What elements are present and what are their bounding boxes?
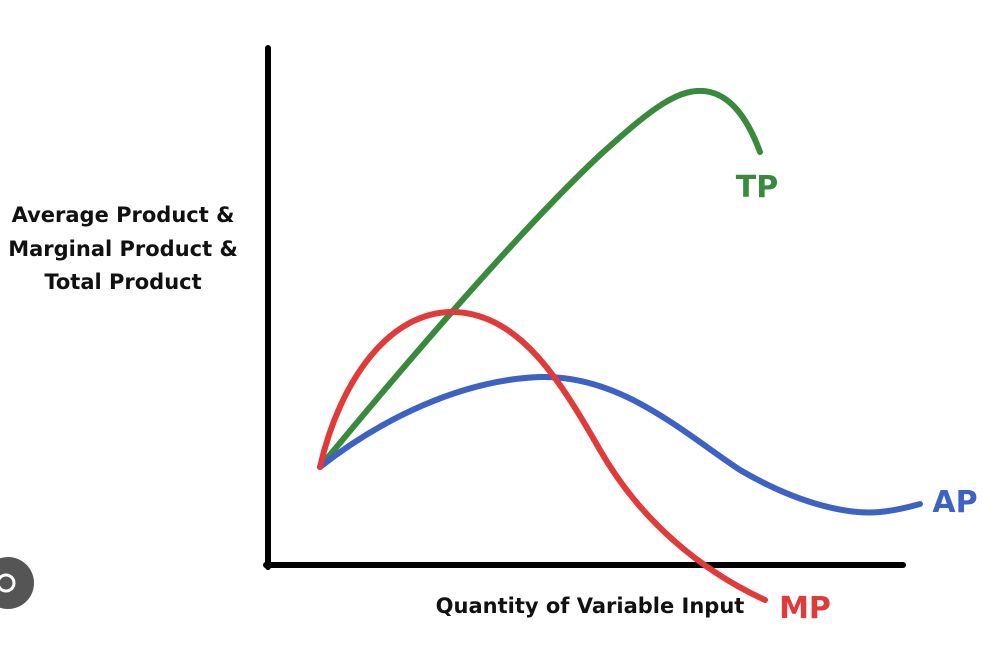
x-axis-label: Quantity of Variable Input xyxy=(436,594,745,618)
ap-curve xyxy=(317,373,923,516)
lens-icon-glyph xyxy=(0,573,16,593)
mp-curve xyxy=(317,308,768,603)
curve-label: MP xyxy=(779,591,831,626)
y-axis-label: Average Product & xyxy=(12,203,235,227)
curve-label: TP xyxy=(736,170,778,205)
tp-curve xyxy=(317,87,763,470)
lens-icon[interactable] xyxy=(0,557,34,609)
curve-label: AP xyxy=(932,485,977,520)
y-axis-label: Total Product xyxy=(44,270,201,294)
y-axis-label: Marginal Product & xyxy=(8,237,238,261)
